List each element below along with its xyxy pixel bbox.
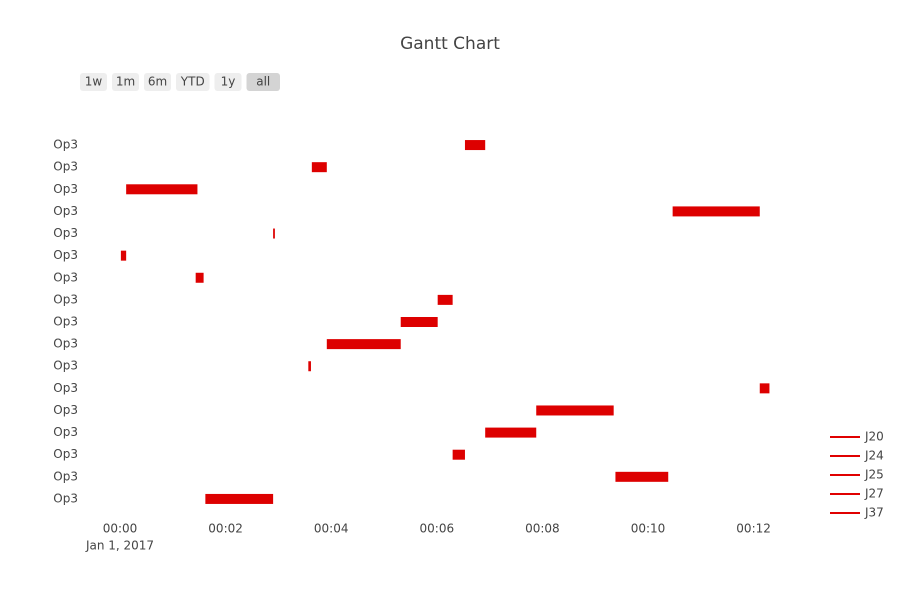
task-bar [273, 228, 275, 239]
task-bar [126, 184, 198, 195]
x-tick-label: 00:00 [103, 522, 138, 536]
y-tick-label: Op3 [53, 160, 78, 174]
task-bar [464, 140, 486, 151]
legend-label: J25 [864, 468, 884, 482]
x-tick-label: 00:10 [631, 522, 666, 536]
y-tick-label: Op3 [53, 403, 78, 417]
task-bar [437, 294, 453, 305]
task-bar [672, 206, 760, 217]
y-tick-label: Op3 [53, 447, 78, 461]
legend-label: J20 [864, 430, 884, 444]
y-tick-label: Op3 [53, 204, 78, 218]
x-date-label: Jan 1, 2017 [85, 539, 154, 553]
legend-label: J24 [864, 449, 884, 463]
legend-label: J37 [864, 506, 884, 520]
range-button-label[interactable]: 1m [116, 75, 135, 89]
range-button-label[interactable]: 6m [148, 75, 167, 89]
task-bar [311, 162, 327, 173]
y-tick-label: Op3 [53, 270, 78, 284]
y-tick-label: Op3 [53, 182, 78, 196]
range-button-label[interactable]: 1w [85, 75, 103, 89]
task-bar [759, 383, 770, 394]
task-bar [485, 427, 537, 438]
range-button[interactable] [214, 73, 242, 91]
task-bar [195, 272, 204, 283]
chart-title: Gantt Chart [400, 34, 500, 54]
y-tick-label: Op3 [53, 381, 78, 395]
y-tick-label: Op3 [53, 315, 78, 329]
range-button-label[interactable]: YTD [180, 75, 205, 89]
range-button[interactable] [246, 73, 281, 91]
x-tick-label: 00:08 [525, 522, 560, 536]
task-bar [308, 361, 311, 372]
range-button-label[interactable]: 1y [221, 75, 236, 89]
task-bar [120, 250, 127, 261]
range-button[interactable] [80, 73, 107, 91]
y-tick-label: Op3 [53, 359, 78, 373]
x-tick-label: 00:06 [420, 522, 455, 536]
range-button[interactable] [176, 73, 210, 91]
y-tick-label: Op3 [53, 469, 78, 483]
range-button[interactable] [144, 73, 171, 91]
x-tick-label: 00:02 [208, 522, 243, 536]
y-tick-label: Op3 [53, 337, 78, 351]
y-tick-label: Op3 [53, 292, 78, 306]
y-tick-label: Op3 [53, 138, 78, 152]
task-bar [326, 339, 401, 350]
y-tick-label: Op3 [53, 491, 78, 505]
x-tick-label: 00:04 [314, 522, 349, 536]
legend-label: J27 [864, 487, 884, 501]
task-bar [205, 493, 274, 504]
y-tick-label: Op3 [53, 248, 78, 262]
task-bar [452, 449, 465, 460]
y-tick-label: Op3 [53, 226, 78, 240]
range-button[interactable] [112, 73, 139, 91]
x-tick-label: 00:12 [736, 522, 771, 536]
range-button-label[interactable]: all [256, 75, 270, 89]
task-bar [615, 471, 669, 482]
y-tick-label: Op3 [53, 425, 78, 439]
task-bar [400, 317, 438, 327]
task-bar [536, 405, 614, 416]
